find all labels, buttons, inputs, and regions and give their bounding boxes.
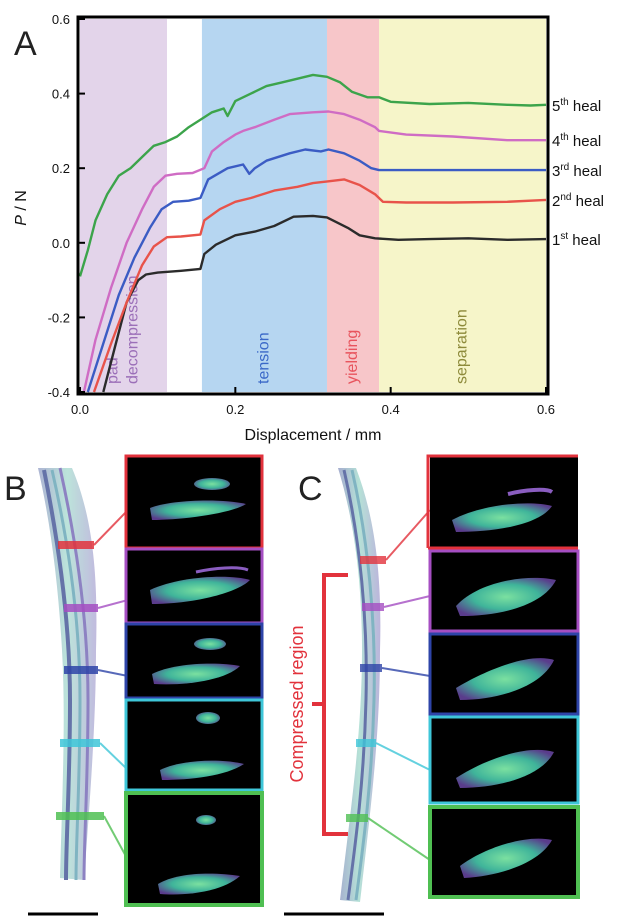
series-label-number: 3	[552, 163, 560, 180]
panel-label-c: C	[298, 470, 323, 508]
series-label-ordinal: th	[560, 97, 568, 108]
series-label-1: 1st heal	[552, 231, 601, 249]
series-line-2	[92, 178, 547, 393]
series-label-5: 5th heal	[552, 97, 601, 115]
section-marker-c-2	[362, 603, 384, 611]
series-label-number: 4	[552, 133, 560, 150]
fiber-bundle-c	[338, 468, 381, 902]
y-axis-ticks: -0.4 -0.2 0.0 0.2 0.4 0.6	[48, 12, 85, 400]
cross-section-c-5	[428, 805, 580, 899]
cross-section-b-1	[124, 454, 264, 550]
region-3	[379, 19, 546, 392]
series-label-number: 5	[552, 98, 560, 115]
cross-section-c-3	[428, 632, 580, 716]
cross-section-b-4	[124, 698, 264, 792]
series-label-ordinal: rd	[560, 162, 569, 173]
plot-frame	[76, 15, 550, 396]
cross-section-c-4	[428, 715, 580, 805]
series-label-ordinal: st	[560, 231, 568, 242]
leader-b-4	[99, 742, 129, 771]
panel-label-b: B	[4, 470, 27, 508]
y-tick-label-4: 0.4	[52, 87, 70, 102]
series-line-1	[102, 214, 547, 393]
leader-b-1	[93, 509, 129, 546]
series-label-number: 2	[552, 193, 560, 210]
series-label-word: heal	[571, 193, 604, 210]
compressed-region-bracket	[312, 573, 348, 836]
leader-c-5	[367, 817, 431, 861]
panel-label-a: A	[14, 25, 37, 63]
leader-b-3	[97, 669, 129, 677]
series-label-word: heal	[568, 232, 601, 249]
series-line-5	[78, 73, 547, 277]
series-label-ordinal: nd	[560, 192, 571, 203]
x-tick-label-2: 0.4	[382, 402, 400, 417]
series-label-2: 2nd heal	[552, 192, 604, 210]
section-marker-b-4	[60, 739, 100, 747]
section-marker-b-2	[64, 604, 98, 612]
y-tick-label-5: 0.6	[52, 12, 70, 27]
x-tick-label-0: 0.0	[71, 402, 89, 417]
series-line-3	[86, 148, 546, 393]
region-label-0-1: decompression	[124, 276, 141, 385]
section-marker-c-3	[360, 664, 382, 672]
y-axis-label-unit: / N	[13, 190, 30, 215]
cross-section-c-1	[426, 454, 578, 550]
cross-section-c-2	[428, 549, 580, 633]
compressed-region-label: Compressed region	[287, 625, 307, 782]
series-label-4: 4th heal	[552, 132, 601, 150]
region-0	[80, 19, 167, 392]
leader-c-1	[385, 509, 431, 561]
section-marker-c-4	[356, 739, 376, 747]
series-label-word: heal	[569, 133, 602, 150]
region-label-1-0: tension	[255, 332, 272, 384]
x-tick-label-3: 0.6	[537, 402, 555, 417]
phase-region-labels: pad decompression tension yielding separatio…	[104, 276, 470, 385]
region-label-3-0: separation	[454, 309, 471, 384]
x-tick-label-1: 0.2	[226, 402, 244, 417]
phase-regions	[80, 19, 546, 392]
y-axis-label-symbol: P	[13, 215, 30, 226]
series-line-4	[82, 110, 546, 393]
leader-c-4	[375, 742, 431, 771]
y-tick-label-0: -0.4	[48, 385, 70, 400]
region-label-0-0: pad	[104, 357, 121, 384]
section-marker-c-1	[360, 556, 386, 564]
cross-section-b-5	[124, 791, 264, 907]
series-label-word: heal	[569, 98, 602, 115]
series-label-ordinal: th	[560, 132, 568, 143]
cross-section-b-2	[124, 547, 264, 625]
y-axis-label: P / N	[13, 190, 30, 226]
x-axis-ticks: 0.0 0.2 0.4 0.6	[71, 387, 555, 417]
x-axis-label: Displacement / mm	[245, 427, 382, 444]
section-marker-b-3	[64, 666, 98, 674]
cross-section-b-3	[124, 622, 264, 700]
region-label-2-0: yielding	[344, 330, 361, 384]
series-label-word: heal	[569, 163, 602, 180]
series-label-number: 1	[552, 232, 560, 249]
section-marker-b-1	[58, 541, 94, 549]
y-tick-label-1: -0.2	[48, 310, 70, 325]
region-1	[201, 19, 327, 392]
section-marker-b-5	[56, 812, 104, 820]
series-label-3: 3rd heal	[552, 162, 602, 180]
leader-b-2	[97, 599, 129, 609]
section-marker-c-5	[346, 814, 368, 822]
y-tick-label-2: 0.0	[52, 236, 70, 251]
leader-c-3	[381, 667, 431, 677]
leader-c-2	[383, 595, 431, 608]
y-tick-label-3: 0.2	[52, 161, 70, 176]
heal-series-lines	[78, 73, 547, 393]
